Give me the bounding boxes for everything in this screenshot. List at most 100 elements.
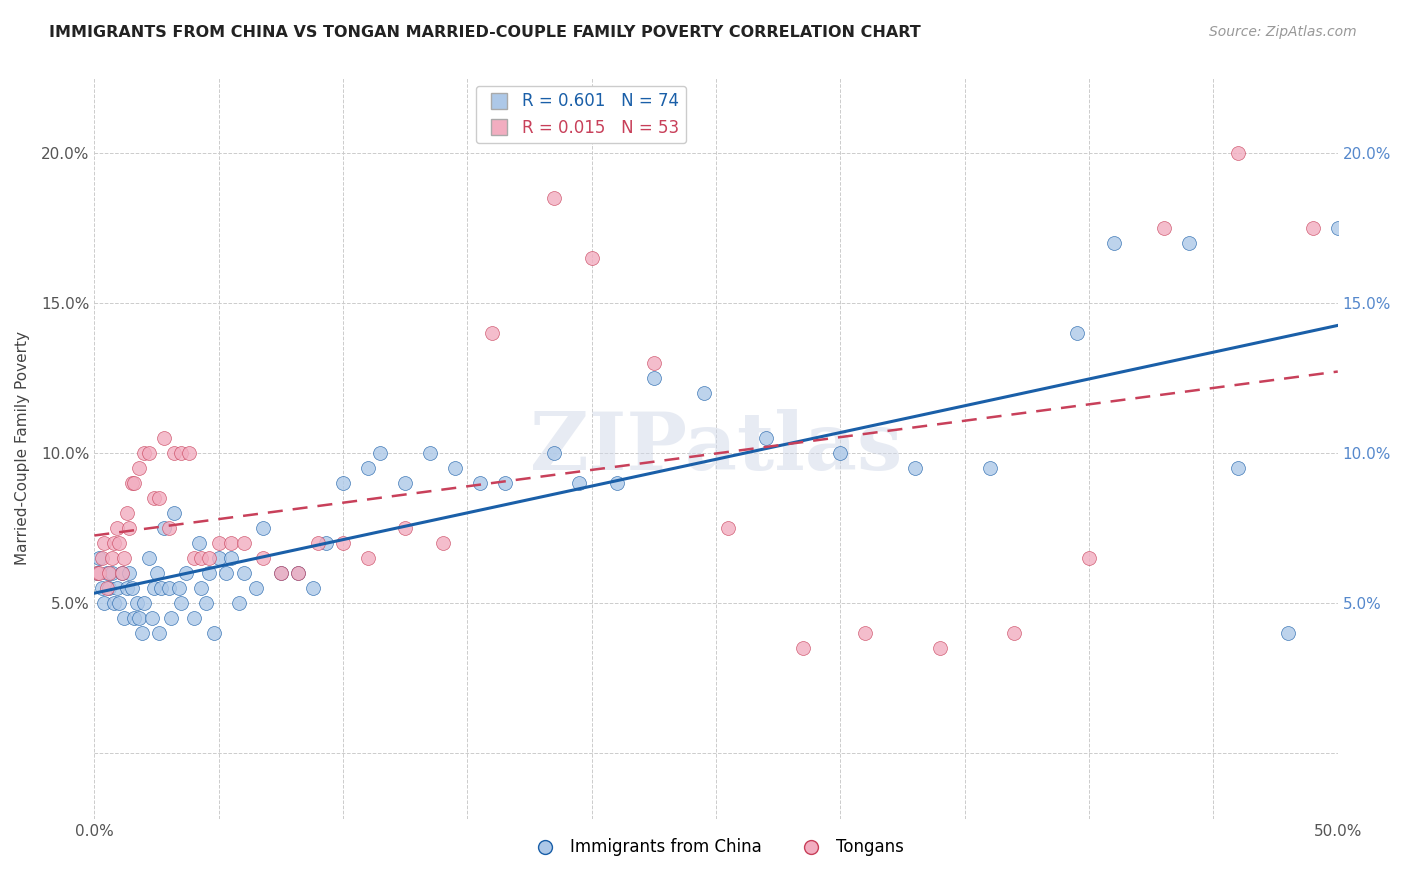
Point	[394, 521, 416, 535]
Point	[148, 491, 170, 505]
Point	[197, 566, 219, 580]
Point	[90, 581, 112, 595]
Point	[121, 475, 143, 490]
Point	[543, 191, 565, 205]
Point	[904, 461, 927, 475]
Point	[830, 446, 852, 460]
Point	[153, 431, 176, 445]
Point	[138, 551, 160, 566]
Point	[98, 581, 121, 595]
Text: Source: ZipAtlas.com: Source: ZipAtlas.com	[1209, 25, 1357, 39]
Point	[122, 475, 145, 490]
Point	[108, 536, 131, 550]
Point	[1066, 326, 1088, 340]
Point	[468, 475, 491, 490]
Point	[170, 596, 193, 610]
Point	[128, 461, 150, 475]
Point	[287, 566, 309, 580]
Point	[93, 536, 115, 550]
Point	[287, 566, 309, 580]
Point	[1227, 461, 1250, 475]
Point	[131, 626, 153, 640]
Point	[202, 626, 225, 640]
Point	[692, 385, 714, 400]
Point	[419, 446, 441, 460]
Point	[100, 566, 122, 580]
Point	[643, 371, 665, 385]
Point	[215, 566, 238, 580]
Point	[105, 581, 128, 595]
Point	[86, 566, 108, 580]
Point	[148, 626, 170, 640]
Y-axis label: Married-Couple Family Poverty: Married-Couple Family Poverty	[15, 332, 30, 566]
Point	[163, 506, 186, 520]
Point	[717, 521, 740, 535]
Point	[1277, 626, 1299, 640]
Point	[1326, 220, 1348, 235]
Point	[1351, 326, 1374, 340]
Point	[86, 566, 108, 580]
Point	[176, 566, 198, 580]
Point	[96, 566, 118, 580]
Point	[219, 536, 242, 550]
Point	[177, 446, 200, 460]
Legend: Immigrants from China, Tongans: Immigrants from China, Tongans	[522, 831, 911, 863]
Point	[332, 475, 354, 490]
Point	[1078, 551, 1101, 566]
Point	[494, 475, 516, 490]
Point	[1153, 220, 1175, 235]
Point	[121, 581, 143, 595]
Point	[643, 356, 665, 370]
Point	[315, 536, 337, 550]
Point	[111, 566, 134, 580]
Point	[270, 566, 292, 580]
Point	[89, 551, 111, 566]
Point	[143, 581, 166, 595]
Point	[132, 596, 155, 610]
Point	[89, 566, 111, 580]
Point	[195, 596, 218, 610]
Point	[132, 446, 155, 460]
Point	[219, 551, 242, 566]
Point	[163, 446, 186, 460]
Point	[979, 461, 1001, 475]
Point	[1177, 235, 1199, 250]
Point	[105, 521, 128, 535]
Point	[370, 446, 392, 460]
Point	[190, 551, 212, 566]
Point	[93, 596, 115, 610]
Point	[157, 581, 180, 595]
Point	[332, 536, 354, 550]
Point	[167, 581, 190, 595]
Point	[145, 566, 167, 580]
Point	[157, 521, 180, 535]
Point	[1102, 235, 1125, 250]
Point	[170, 446, 193, 460]
Point	[357, 461, 380, 475]
Point	[228, 596, 250, 610]
Point	[1004, 626, 1026, 640]
Point	[143, 491, 166, 505]
Point	[122, 611, 145, 625]
Text: IMMIGRANTS FROM CHINA VS TONGAN MARRIED-COUPLE FAMILY POVERTY CORRELATION CHART: IMMIGRANTS FROM CHINA VS TONGAN MARRIED-…	[49, 25, 921, 40]
Point	[96, 581, 118, 595]
Point	[394, 475, 416, 490]
Point	[90, 551, 112, 566]
Point	[115, 506, 138, 520]
Point	[128, 611, 150, 625]
Point	[183, 611, 205, 625]
Point	[138, 446, 160, 460]
Point	[928, 641, 950, 656]
Point	[252, 551, 274, 566]
Point	[150, 581, 173, 595]
Point	[606, 475, 628, 490]
Point	[112, 551, 135, 566]
Point	[100, 551, 122, 566]
Point	[187, 536, 209, 550]
Point	[208, 536, 231, 550]
Point	[232, 536, 254, 550]
Point	[125, 596, 148, 610]
Point	[543, 446, 565, 460]
Point	[108, 596, 131, 610]
Point	[444, 461, 467, 475]
